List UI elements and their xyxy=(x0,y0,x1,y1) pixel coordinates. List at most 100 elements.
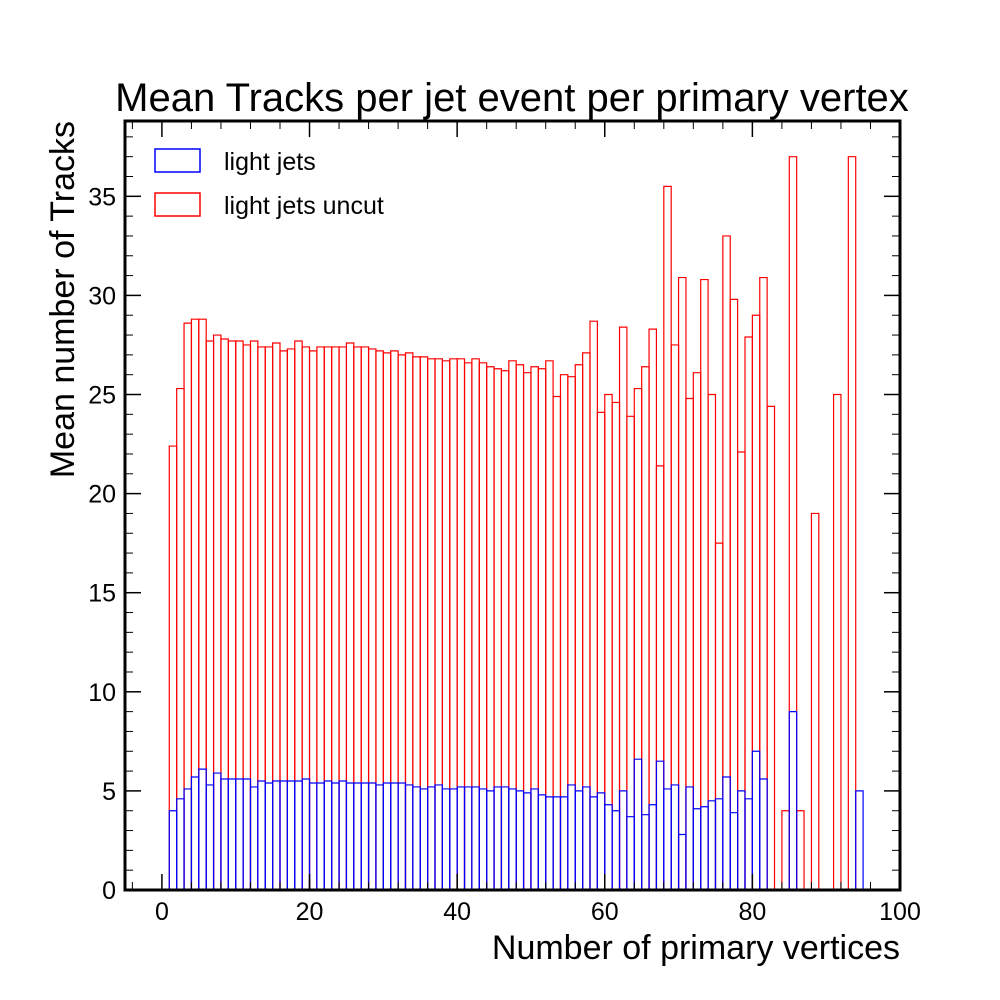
bar xyxy=(183,788,193,890)
bar xyxy=(220,778,229,890)
y-axis-label: Mean number of Tracks xyxy=(44,121,82,478)
bar xyxy=(500,786,510,890)
bar xyxy=(714,542,724,890)
x-axis-label: Number of primary vertices xyxy=(492,929,900,967)
bar xyxy=(515,364,525,890)
bar xyxy=(463,362,473,890)
x-tick-label: 40 xyxy=(443,898,471,926)
bar xyxy=(397,782,407,890)
bar xyxy=(478,788,488,890)
bar xyxy=(714,798,724,890)
bar xyxy=(176,387,185,890)
bar xyxy=(493,786,503,890)
bar xyxy=(655,465,665,890)
bar xyxy=(700,278,709,890)
x-tick-label: 20 xyxy=(296,898,324,926)
bar xyxy=(375,784,384,890)
legend-label-light-jets-uncut: light jets uncut xyxy=(224,192,384,220)
bar xyxy=(478,362,488,890)
bar xyxy=(286,348,296,890)
bar xyxy=(567,376,576,890)
bar xyxy=(552,796,562,890)
bar xyxy=(559,796,569,890)
bar xyxy=(522,792,532,890)
bar xyxy=(582,786,591,890)
bar xyxy=(249,340,259,890)
y-tick-label: 0 xyxy=(102,877,116,905)
bar xyxy=(559,374,569,890)
bar xyxy=(596,792,606,890)
x-tick-label: 0 xyxy=(155,898,169,926)
chart-title: Mean Tracks per jet event per primary ve… xyxy=(115,76,909,120)
y-tick-label: 20 xyxy=(88,481,116,509)
bar xyxy=(235,340,244,890)
bar xyxy=(353,346,362,890)
bar xyxy=(685,786,694,890)
y-tick-label: 30 xyxy=(88,282,116,310)
bar xyxy=(545,796,554,890)
bar xyxy=(434,358,443,890)
bar xyxy=(176,798,185,890)
bar xyxy=(530,788,539,890)
bar xyxy=(323,346,333,890)
bar xyxy=(235,778,244,890)
bar xyxy=(404,784,414,890)
bar xyxy=(486,366,495,890)
plot-frame xyxy=(123,119,902,892)
bar xyxy=(515,790,525,890)
legend-swatch-light-jets-uncut xyxy=(154,192,201,217)
bar xyxy=(781,810,790,890)
bar xyxy=(604,393,613,890)
legend-label-light-jets: light jets xyxy=(224,148,316,176)
bar xyxy=(168,810,178,890)
y-tick-label: 5 xyxy=(102,778,116,806)
bar xyxy=(677,833,687,890)
bar xyxy=(449,788,458,890)
bar xyxy=(832,393,842,890)
x-tick-label: 100 xyxy=(879,898,921,926)
bar xyxy=(382,782,392,890)
bar xyxy=(301,346,311,890)
bar xyxy=(663,185,672,890)
bar xyxy=(316,782,325,890)
bar xyxy=(345,342,355,890)
bar xyxy=(286,780,296,890)
bar xyxy=(692,372,702,890)
bar xyxy=(257,346,266,890)
bar xyxy=(737,451,746,890)
bar xyxy=(367,348,377,890)
bar xyxy=(272,780,281,890)
bar xyxy=(449,358,458,890)
bar xyxy=(412,786,421,890)
bar xyxy=(751,314,761,890)
bar xyxy=(397,354,407,890)
bar xyxy=(618,790,628,890)
bar xyxy=(205,340,215,890)
bar xyxy=(242,344,252,890)
bar xyxy=(759,778,768,890)
bar xyxy=(308,350,318,890)
bar xyxy=(722,776,731,890)
bar xyxy=(279,780,288,890)
bar xyxy=(367,782,377,890)
series-light-jets-uncut xyxy=(168,156,857,890)
bar xyxy=(788,711,798,890)
bar xyxy=(257,780,266,890)
bar xyxy=(508,360,517,890)
bar xyxy=(212,772,222,890)
bar xyxy=(456,358,466,890)
bar xyxy=(574,790,584,890)
bar xyxy=(641,814,650,890)
bar xyxy=(360,346,370,890)
bar xyxy=(574,364,584,890)
bar xyxy=(331,346,340,890)
bar xyxy=(500,370,510,890)
bar xyxy=(589,320,598,890)
bar xyxy=(582,352,591,890)
bar xyxy=(375,350,384,890)
bar xyxy=(707,800,717,890)
bar xyxy=(412,356,421,890)
bar xyxy=(419,356,429,890)
bar xyxy=(729,298,739,890)
